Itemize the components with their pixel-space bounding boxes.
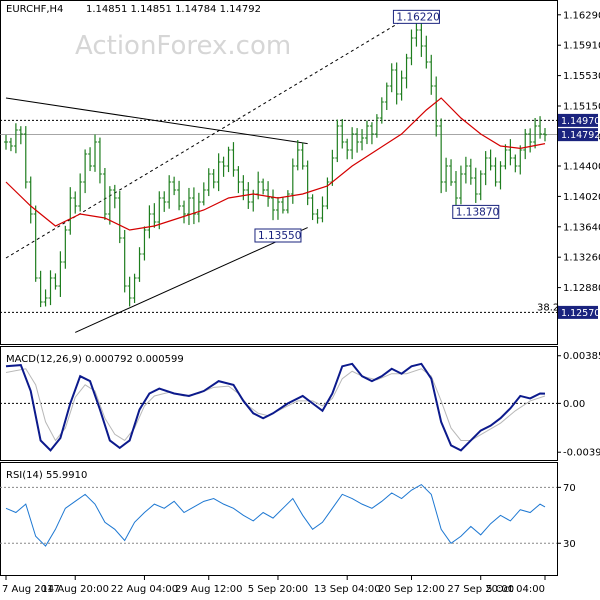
macd-tick-label: 0.00 bbox=[563, 399, 585, 410]
rsi-line bbox=[5, 483, 546, 547]
price-tick-label: 1.14020 bbox=[563, 192, 600, 203]
time-tick-label: 22 Aug 04:00 bbox=[111, 584, 178, 595]
rsi-tick-label: 70 bbox=[563, 483, 576, 494]
price-tick-label: 1.15910 bbox=[563, 41, 600, 52]
rsi-panel-frame bbox=[0, 462, 558, 576]
rsi-layer bbox=[0, 483, 557, 547]
rsi-tick-label: 30 bbox=[563, 539, 576, 550]
macd-tick-label: 0.003854 bbox=[563, 351, 600, 362]
fibonacci-label: 38.2 bbox=[537, 302, 559, 313]
ema-line bbox=[5, 97, 546, 231]
resistance-price-label-box bbox=[558, 113, 598, 127]
price-annotation-box bbox=[452, 204, 500, 219]
fibonacci-price-label-box bbox=[558, 305, 598, 319]
price-annotation-box bbox=[254, 228, 302, 243]
price-annotation: 1.13870 bbox=[456, 206, 499, 218]
price-tick-label: 1.13640 bbox=[563, 222, 600, 233]
price-tick-label: 1.13260 bbox=[563, 253, 600, 264]
fibonacci-price-label: 1.12570 bbox=[561, 308, 600, 319]
macd-title: MACD(12,26,9) 0.000792 0.000599 bbox=[6, 354, 184, 365]
macd-layer bbox=[0, 362, 557, 452]
chart-symbol: EURCHF,H4 bbox=[6, 4, 63, 15]
time-tick-label: 20 Sep 12:00 bbox=[378, 584, 445, 595]
price-tick-label: 1.15150 bbox=[563, 102, 600, 113]
support-trendline bbox=[75, 227, 308, 333]
time-tick-label: 29 Aug 12:00 bbox=[175, 584, 242, 595]
macd-signal-line bbox=[5, 368, 546, 442]
price-tick-label: 1.14400 bbox=[563, 162, 600, 173]
macd-tick-label: -0.003951 bbox=[563, 448, 600, 459]
time-tick-label: 27 Sep 20:00 bbox=[447, 584, 514, 595]
price-axis: 1.162901.159101.155301.151501.147701.144… bbox=[557, 10, 600, 294]
time-tick-label: 14 Aug 20:00 bbox=[42, 584, 109, 595]
price-bars bbox=[4, 19, 547, 308]
price-annotation: 1.13550 bbox=[258, 230, 301, 242]
macd-axis: 0.003854 0.00 -0.003951 bbox=[557, 351, 600, 459]
watermark: ActionForex.com bbox=[75, 31, 291, 61]
time-tick-label: 13 Sep 04:00 bbox=[314, 584, 381, 595]
ema-layer bbox=[5, 97, 546, 231]
rsi-title: RSI(14) 55.9910 bbox=[6, 470, 87, 481]
time-tick-label: 7 Aug 2017 bbox=[2, 584, 60, 595]
price-tick-label: 1.15530 bbox=[563, 71, 600, 82]
current-price-label: 1.14792 bbox=[561, 130, 600, 141]
time-tick-label: 5 Sep 20:00 bbox=[248, 584, 308, 595]
descending-trendline bbox=[5, 97, 308, 145]
time-tick-label: 5 Oct 04:00 bbox=[486, 584, 545, 595]
price-annotation-box bbox=[392, 9, 440, 24]
price-annotation: 1.16220 bbox=[396, 11, 439, 23]
price-tick-label: 1.16290 bbox=[563, 10, 600, 21]
resistance-price-label: 1.14970 bbox=[561, 116, 600, 127]
current-price-label-box bbox=[558, 128, 598, 142]
price-annotations: 1.16220 1.13870 1.13550 1.14970 1.14792 1.125… bbox=[254, 9, 600, 319]
rsi-axis: 70 30 bbox=[557, 483, 576, 550]
chart-ohlc: 1.14851 1.14851 1.14784 1.14792 bbox=[86, 4, 261, 15]
macd-main-line bbox=[5, 362, 546, 452]
price-tick-label: 1.12880 bbox=[563, 283, 600, 294]
price-panel-frame bbox=[0, 0, 558, 345]
